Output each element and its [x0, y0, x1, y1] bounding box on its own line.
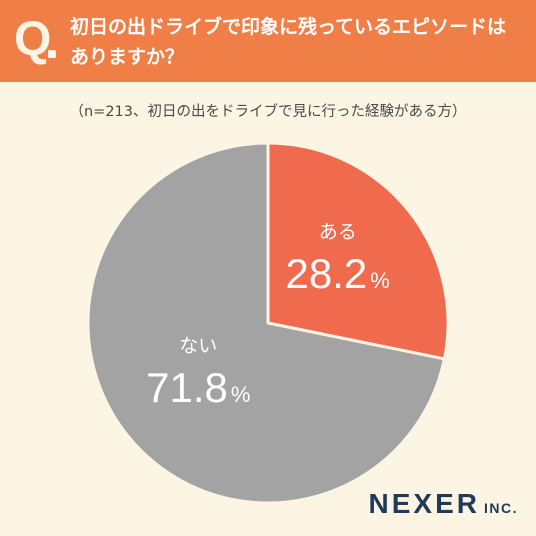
slice-value-1: 71.8%	[146, 364, 250, 411]
q-mark: Q	[14, 13, 52, 66]
brand-logo: NEXER INC.	[369, 488, 518, 520]
q-dot	[48, 50, 56, 58]
brand-name: NEXER	[368, 488, 480, 519]
question-header: Q 初日の出ドライブで印象に残っているエピソードは ありますか？	[0, 0, 536, 82]
slice-label-1: ない	[179, 335, 217, 357]
slice-label-0: ある	[319, 221, 357, 243]
brand-suffix: INC.	[484, 500, 518, 516]
slice-label-group-0: ある 28.2%	[286, 221, 390, 297]
pie-slice-0	[266, 141, 450, 361]
pie-slice-1	[86, 141, 446, 505]
question-text: 初日の出ドライブで印象に残っているエピソードは ありますか？	[70, 16, 507, 68]
slice-label-group-1: ない 71.8%	[146, 335, 250, 411]
sample-note: （n=213、初日の出をドライブで見に行った経験がある方）	[69, 104, 467, 120]
slice-value-0: 28.2%	[286, 250, 390, 297]
